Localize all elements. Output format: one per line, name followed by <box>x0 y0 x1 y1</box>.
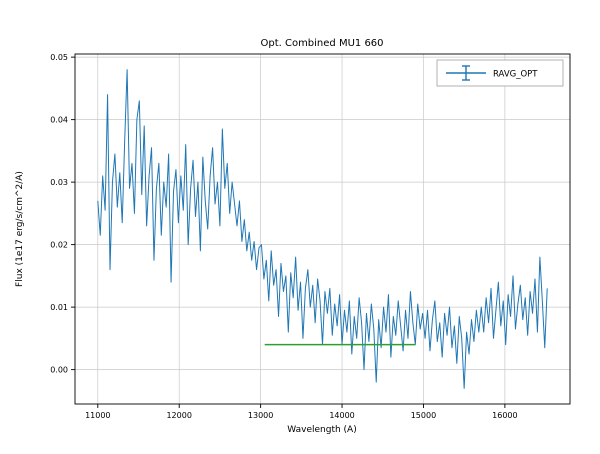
y-tick-label: 0.01 <box>50 303 68 312</box>
x-axis-label: Wavelength (A) <box>287 425 356 435</box>
gridlines <box>75 54 570 404</box>
y-tick-label: 0.00 <box>50 365 68 374</box>
y-tick-label: 0.05 <box>50 53 68 62</box>
data-series <box>97 69 548 389</box>
x-tick-label: 11000 <box>85 411 110 420</box>
plot-border <box>74 53 571 405</box>
x-tick-label: 16000 <box>492 411 517 420</box>
x-tick-label: 15000 <box>411 411 436 420</box>
errorbar-marker-icon <box>446 65 486 81</box>
x-tick-label: 12000 <box>166 411 191 420</box>
legend: RAVG_OPT <box>436 59 564 87</box>
x-tick-label: 14000 <box>329 411 354 420</box>
y-tick-label: 0.04 <box>50 115 68 124</box>
y-axis-label: Flux (1e17 erg/s/cm^2/A) <box>15 171 25 287</box>
series-RAVG_OPT <box>97 69 548 389</box>
x-tick-label: 13000 <box>248 411 273 420</box>
y-tick-label: 0.02 <box>50 240 68 249</box>
tick-labels: 11000 12000 13000 14000 15000 16000 0.00 0.01 0.… <box>50 53 517 420</box>
y-tick-label: 0.03 <box>50 178 68 187</box>
legend-entry-label: RAVG_OPT <box>493 70 538 80</box>
chart-title: Opt. Combined MU1 660 <box>260 38 383 49</box>
